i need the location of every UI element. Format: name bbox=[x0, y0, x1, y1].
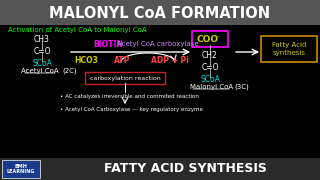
Text: FATTY ACID SYNTHESIS: FATTY ACID SYNTHESIS bbox=[104, 163, 267, 175]
FancyBboxPatch shape bbox=[0, 158, 320, 180]
FancyBboxPatch shape bbox=[2, 160, 40, 178]
Text: C=O: C=O bbox=[33, 46, 51, 55]
Text: ADP + Pi: ADP + Pi bbox=[151, 55, 189, 64]
FancyBboxPatch shape bbox=[192, 31, 228, 47]
Text: |: | bbox=[41, 40, 43, 50]
Text: • AC catalyzes irreversible and commited reaction: • AC catalyzes irreversible and commited… bbox=[60, 93, 199, 98]
Text: • Acetyl CoA Carboxylase — key regulatory enzyme: • Acetyl CoA Carboxylase — key regulator… bbox=[60, 107, 203, 111]
Text: Malonyl CoA: Malonyl CoA bbox=[190, 84, 234, 90]
Text: SCoA: SCoA bbox=[32, 58, 52, 68]
Text: Activation of Acetyl CoA to Malonyl CoA: Activation of Acetyl CoA to Malonyl CoA bbox=[8, 27, 147, 33]
Text: |: | bbox=[209, 44, 211, 53]
Text: COO: COO bbox=[197, 35, 219, 44]
FancyBboxPatch shape bbox=[0, 0, 320, 25]
Text: ATP: ATP bbox=[114, 55, 130, 64]
Text: |: | bbox=[41, 53, 43, 62]
FancyBboxPatch shape bbox=[261, 36, 317, 62]
Text: |: | bbox=[209, 69, 211, 78]
Text: SCoA: SCoA bbox=[200, 75, 220, 84]
Text: C=O: C=O bbox=[201, 62, 219, 71]
Text: (3C): (3C) bbox=[234, 84, 249, 90]
FancyBboxPatch shape bbox=[85, 72, 165, 84]
Text: BMH
LEARNING: BMH LEARNING bbox=[7, 164, 35, 174]
Text: MALONYL CoA FORMATION: MALONYL CoA FORMATION bbox=[49, 6, 271, 21]
Text: (2C): (2C) bbox=[62, 68, 76, 74]
Text: carboxylation reaction: carboxylation reaction bbox=[90, 75, 160, 80]
Text: Acetyl CoA: Acetyl CoA bbox=[21, 68, 59, 74]
Text: -: - bbox=[95, 55, 97, 60]
Text: Acetyl CoA carboxylase: Acetyl CoA carboxylase bbox=[117, 41, 199, 47]
Text: Fatty Acid
synthesis: Fatty Acid synthesis bbox=[272, 42, 306, 56]
Text: BIOTIN: BIOTIN bbox=[93, 39, 123, 48]
Text: CH3: CH3 bbox=[34, 35, 50, 44]
Text: |: | bbox=[209, 57, 211, 66]
Text: HCO3: HCO3 bbox=[74, 55, 98, 64]
Text: -: - bbox=[217, 33, 219, 39]
Text: CH2: CH2 bbox=[202, 51, 218, 60]
